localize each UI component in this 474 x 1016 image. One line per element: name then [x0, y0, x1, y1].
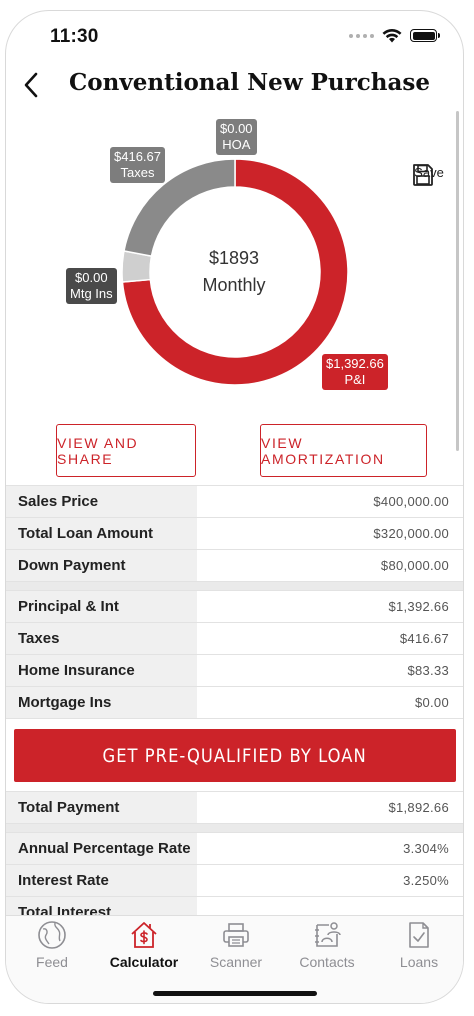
back-button[interactable]	[16, 69, 46, 101]
row-label: Total Loan Amount	[6, 518, 197, 549]
payment-donut-chart: $0.00 HOA $416.67 Taxes $0.00 Mtg Ins $1…	[6, 111, 463, 411]
view-and-share-button[interactable]: VIEW AND SHARE	[56, 424, 196, 477]
chip-pi: $1,392.66 P&I	[322, 354, 388, 390]
row-label: Taxes	[6, 623, 197, 654]
wifi-icon	[382, 28, 402, 43]
row-label: Interest Rate	[6, 865, 197, 896]
row-value: $1,892.66	[388, 800, 449, 815]
table-row: Mortgage Ins $0.00	[6, 687, 463, 719]
status-icons	[349, 28, 440, 43]
table-row: Total Loan Amount $320,000.00	[6, 518, 463, 550]
tab-feed[interactable]: Feed	[6, 916, 98, 976]
row-value: $0.00	[414, 695, 449, 710]
chip-mtg-ins-amount: $0.00	[75, 270, 108, 285]
row-value: 3.304%	[403, 841, 449, 856]
status-time: 11:30	[50, 26, 99, 47]
tab-calculator-label: Calculator	[109, 954, 179, 970]
tab-feed-label: Feed	[36, 954, 68, 970]
globe-icon	[38, 921, 66, 949]
home-indicator	[153, 991, 317, 996]
status-bar: 11:30	[6, 11, 463, 63]
table-row: Down Payment $80,000.00	[6, 550, 463, 582]
table-row: Home Insurance $83.33	[6, 655, 463, 687]
printer-icon	[223, 923, 249, 947]
row-value: $416.67	[399, 631, 449, 646]
section-divider	[6, 824, 463, 833]
table-row: Total Payment $1,892.66	[6, 792, 463, 824]
row-label: Annual Percentage Rate	[6, 833, 197, 864]
tab-scanner-label: Scanner	[209, 954, 263, 970]
row-label: Principal & Int	[6, 591, 197, 622]
totals-table: Total Payment $1,892.66 Annual Percentage…	[6, 791, 463, 929]
center-amount: $1893	[208, 248, 260, 268]
donut-slice-taxes	[123, 158, 236, 258]
row-label: Sales Price	[6, 486, 197, 517]
page-title: Conventional New Purchase	[69, 69, 430, 96]
chip-mtg-ins: $0.00 Mtg Ins	[66, 268, 117, 304]
view-amortization-button[interactable]: VIEW AMORTIZATION	[260, 424, 427, 477]
row-label: Down Payment	[6, 550, 197, 581]
row-value: $1,392.66	[388, 599, 449, 614]
donut-slice-pi	[121, 158, 349, 386]
row-label: Home Insurance	[6, 655, 197, 686]
battery-icon	[410, 29, 440, 42]
table-row: Sales Price $400,000.00	[6, 486, 463, 518]
table-row: Taxes $416.67	[6, 623, 463, 655]
chip-taxes: $416.67 Taxes	[110, 147, 165, 183]
chip-taxes-label: Taxes	[120, 165, 155, 180]
tab-loans-label: Loans	[399, 954, 439, 970]
save-button[interactable]: Save	[411, 163, 447, 186]
tab-contacts-label: Contacts	[299, 954, 355, 970]
scrollbar[interactable]	[456, 111, 459, 451]
chevron-left-icon	[24, 72, 38, 98]
document-check-icon	[409, 922, 429, 948]
table-row: Annual Percentage Rate 3.304%	[6, 833, 463, 865]
tab-loans[interactable]: Loans	[373, 916, 463, 976]
row-value: $320,000.00	[373, 526, 449, 541]
chip-hoa: $0.00 HOA	[216, 119, 257, 155]
row-value: 3.250%	[403, 873, 449, 888]
house-dollar-icon	[131, 922, 157, 948]
donut-svg	[121, 158, 349, 386]
table-row: Principal & Int $1,392.66	[6, 591, 463, 623]
tab-contacts[interactable]: Contacts	[281, 916, 373, 976]
chip-taxes-amount: $416.67	[114, 149, 161, 164]
row-label: Mortgage Ins	[6, 687, 197, 718]
row-label: Total Payment	[6, 792, 197, 823]
table-row: Interest Rate 3.250%	[6, 865, 463, 897]
get-prequalified-button[interactable]: GET PRE-QUALIFIED BY LOAN	[14, 729, 456, 782]
signal-icon	[349, 33, 374, 38]
center-label: Monthly	[202, 275, 266, 295]
row-value: $83.33	[407, 663, 449, 678]
tab-bar: Feed Calculator	[6, 915, 463, 1003]
get-prequalified-label: GET PRE-QUALIFIED BY LOAN	[102, 744, 368, 767]
chip-pi-amount: $1,392.66	[326, 356, 384, 371]
row-value: $80,000.00	[380, 558, 449, 573]
nav-bar: Conventional New Purchase	[6, 63, 463, 107]
section-divider	[6, 582, 463, 591]
floppy-disk-icon	[413, 164, 433, 186]
chip-hoa-amount: $0.00	[220, 121, 253, 136]
chip-pi-label: P&I	[344, 372, 366, 387]
chip-hoa-label: HOA	[222, 137, 251, 152]
loan-table: Sales Price $400,000.00 Total Loan Amount…	[6, 485, 463, 719]
contacts-icon	[315, 922, 341, 947]
row-value: $400,000.00	[373, 494, 449, 509]
tab-calculator[interactable]: Calculator	[98, 916, 190, 976]
tab-scanner[interactable]: Scanner	[190, 916, 282, 976]
chip-mtg-ins-label: Mtg Ins	[70, 286, 113, 301]
phone-screen: 11:30 Conventional New Purchase $0.00 HO…	[5, 10, 464, 1004]
